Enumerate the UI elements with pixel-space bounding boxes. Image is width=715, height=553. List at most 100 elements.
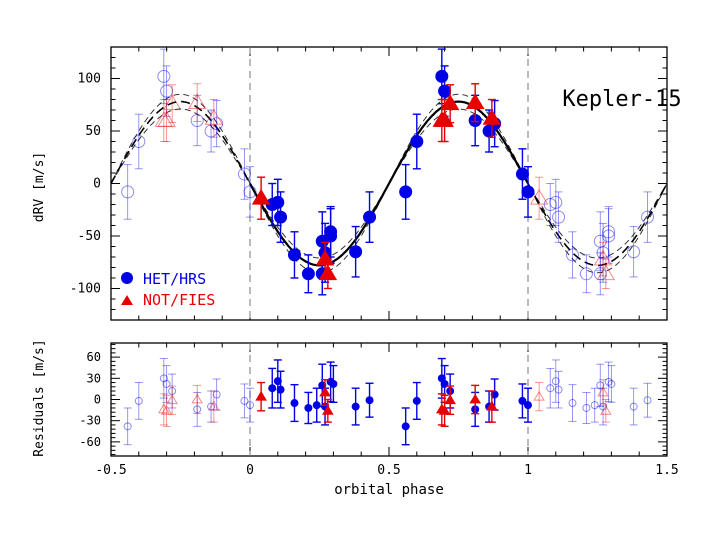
res-het-point — [304, 403, 313, 412]
rv-het-point — [521, 185, 535, 199]
res-het-point — [596, 381, 605, 390]
res-het-point — [568, 399, 577, 408]
rv-not-point — [465, 93, 485, 110]
rv-het-point — [204, 124, 218, 138]
res-het-point — [546, 384, 555, 393]
res-het-point — [273, 377, 282, 386]
rv-ytick-label: -100 — [70, 282, 101, 297]
rv-het-point — [287, 248, 301, 262]
rv-not-point — [154, 111, 174, 127]
rv-ytick-label: 0 — [93, 177, 101, 192]
res-het-point — [604, 377, 613, 386]
rv-het-point — [399, 185, 413, 199]
rv-ytick-label: -50 — [78, 229, 101, 244]
rv-panel: -100 -50 0 50 100 — [70, 46, 668, 321]
rv-het-point — [641, 210, 655, 224]
res-het-point — [168, 387, 177, 396]
rv-het-point — [132, 135, 146, 148]
res-ytick-label: -60 — [79, 435, 101, 449]
res-het-point — [276, 385, 285, 394]
model-fit-curve-extension — [110, 100, 251, 184]
res-het-point — [329, 379, 338, 388]
rv-annotation: Kepler-15 — [562, 87, 681, 112]
res-het-point — [365, 396, 374, 405]
legend-label-het: HET/HRS — [143, 270, 206, 288]
res-het-point — [412, 396, 421, 405]
rv-not-point — [315, 249, 335, 266]
x-tick-label: -0.5 — [95, 463, 126, 478]
res-het-point — [290, 399, 299, 408]
rv-het-point — [243, 185, 257, 199]
rv-het-point — [627, 245, 641, 259]
rv-het-point — [602, 225, 616, 239]
residuals-ylabel: Residuals [m/s] — [32, 339, 47, 456]
rv-het-point — [349, 245, 363, 259]
model-envelope-curve — [110, 93, 668, 274]
x-tick-label: 1 — [524, 463, 532, 478]
rv-not-point — [596, 264, 616, 281]
rv-het-point — [410, 135, 424, 148]
res-not-point — [160, 404, 173, 415]
legend-marker-not — [121, 295, 133, 305]
rv-het-point — [515, 167, 529, 181]
rv-het-point — [602, 229, 616, 243]
res-het-point — [240, 396, 249, 405]
res-het-point — [246, 401, 254, 410]
res-not-point — [166, 394, 178, 405]
rv-het-point — [593, 234, 607, 248]
res-het-point — [123, 422, 132, 431]
rv-not-point — [440, 94, 460, 111]
res-not-point — [208, 400, 220, 411]
res-not-point — [486, 400, 498, 411]
rv-het-point — [324, 225, 338, 239]
rv-het-point — [593, 267, 607, 281]
res-not-point — [533, 390, 545, 401]
res-het-point — [590, 401, 599, 410]
rv-ytick-label: 50 — [85, 124, 101, 139]
rv-not-point — [162, 94, 182, 111]
res-not-point — [469, 393, 481, 404]
rv-not-point — [187, 93, 207, 110]
res-het-point — [162, 379, 171, 388]
rv-het-point — [301, 267, 315, 281]
legend-marker-het — [121, 272, 133, 284]
rv-het-point — [579, 267, 593, 281]
rv-het-point — [565, 248, 579, 262]
res-het-point — [312, 401, 321, 410]
x-axis-label: orbital phase — [334, 482, 444, 498]
rv-het-point — [552, 210, 566, 224]
res-het-point — [134, 396, 143, 405]
res-het-point — [524, 401, 532, 410]
legend-label-not: NOT/FIES — [143, 291, 215, 309]
res-not-point — [255, 390, 267, 401]
rv-not-point — [529, 188, 549, 205]
rv-het-point — [190, 114, 204, 127]
res-het-point — [582, 403, 591, 412]
rv-not-point — [593, 249, 613, 266]
rv-het-point — [157, 69, 171, 83]
rv-het-point — [274, 210, 288, 224]
model-fit-curve-extension — [527, 183, 668, 267]
res-het-point — [401, 422, 410, 431]
res-not-point — [438, 404, 451, 415]
rv-not-point — [204, 109, 224, 125]
residuals-panel: -60 -30 0 30 60 -0.5 0 0.5 1 1.5 — [79, 342, 679, 478]
res-het-point — [643, 396, 652, 405]
res-not-point — [597, 386, 609, 397]
res-het-point — [193, 405, 202, 414]
res-ytick-label: 0 — [94, 393, 101, 407]
res-het-point — [599, 402, 608, 411]
res-het-point — [159, 374, 168, 383]
res-ytick-label: 60 — [87, 350, 101, 364]
rv-het-point — [438, 84, 452, 98]
legend: HET/HRS NOT/FIES — [121, 270, 215, 309]
res-ytick-label: -30 — [79, 414, 101, 428]
rv-het-point — [543, 198, 557, 211]
rv-het-point — [363, 210, 377, 224]
x-tick-label: 0.5 — [377, 463, 400, 478]
res-het-point — [607, 379, 616, 388]
res-not-point — [322, 404, 334, 415]
rv-not-point — [482, 109, 502, 125]
rv-het-point — [596, 246, 610, 260]
